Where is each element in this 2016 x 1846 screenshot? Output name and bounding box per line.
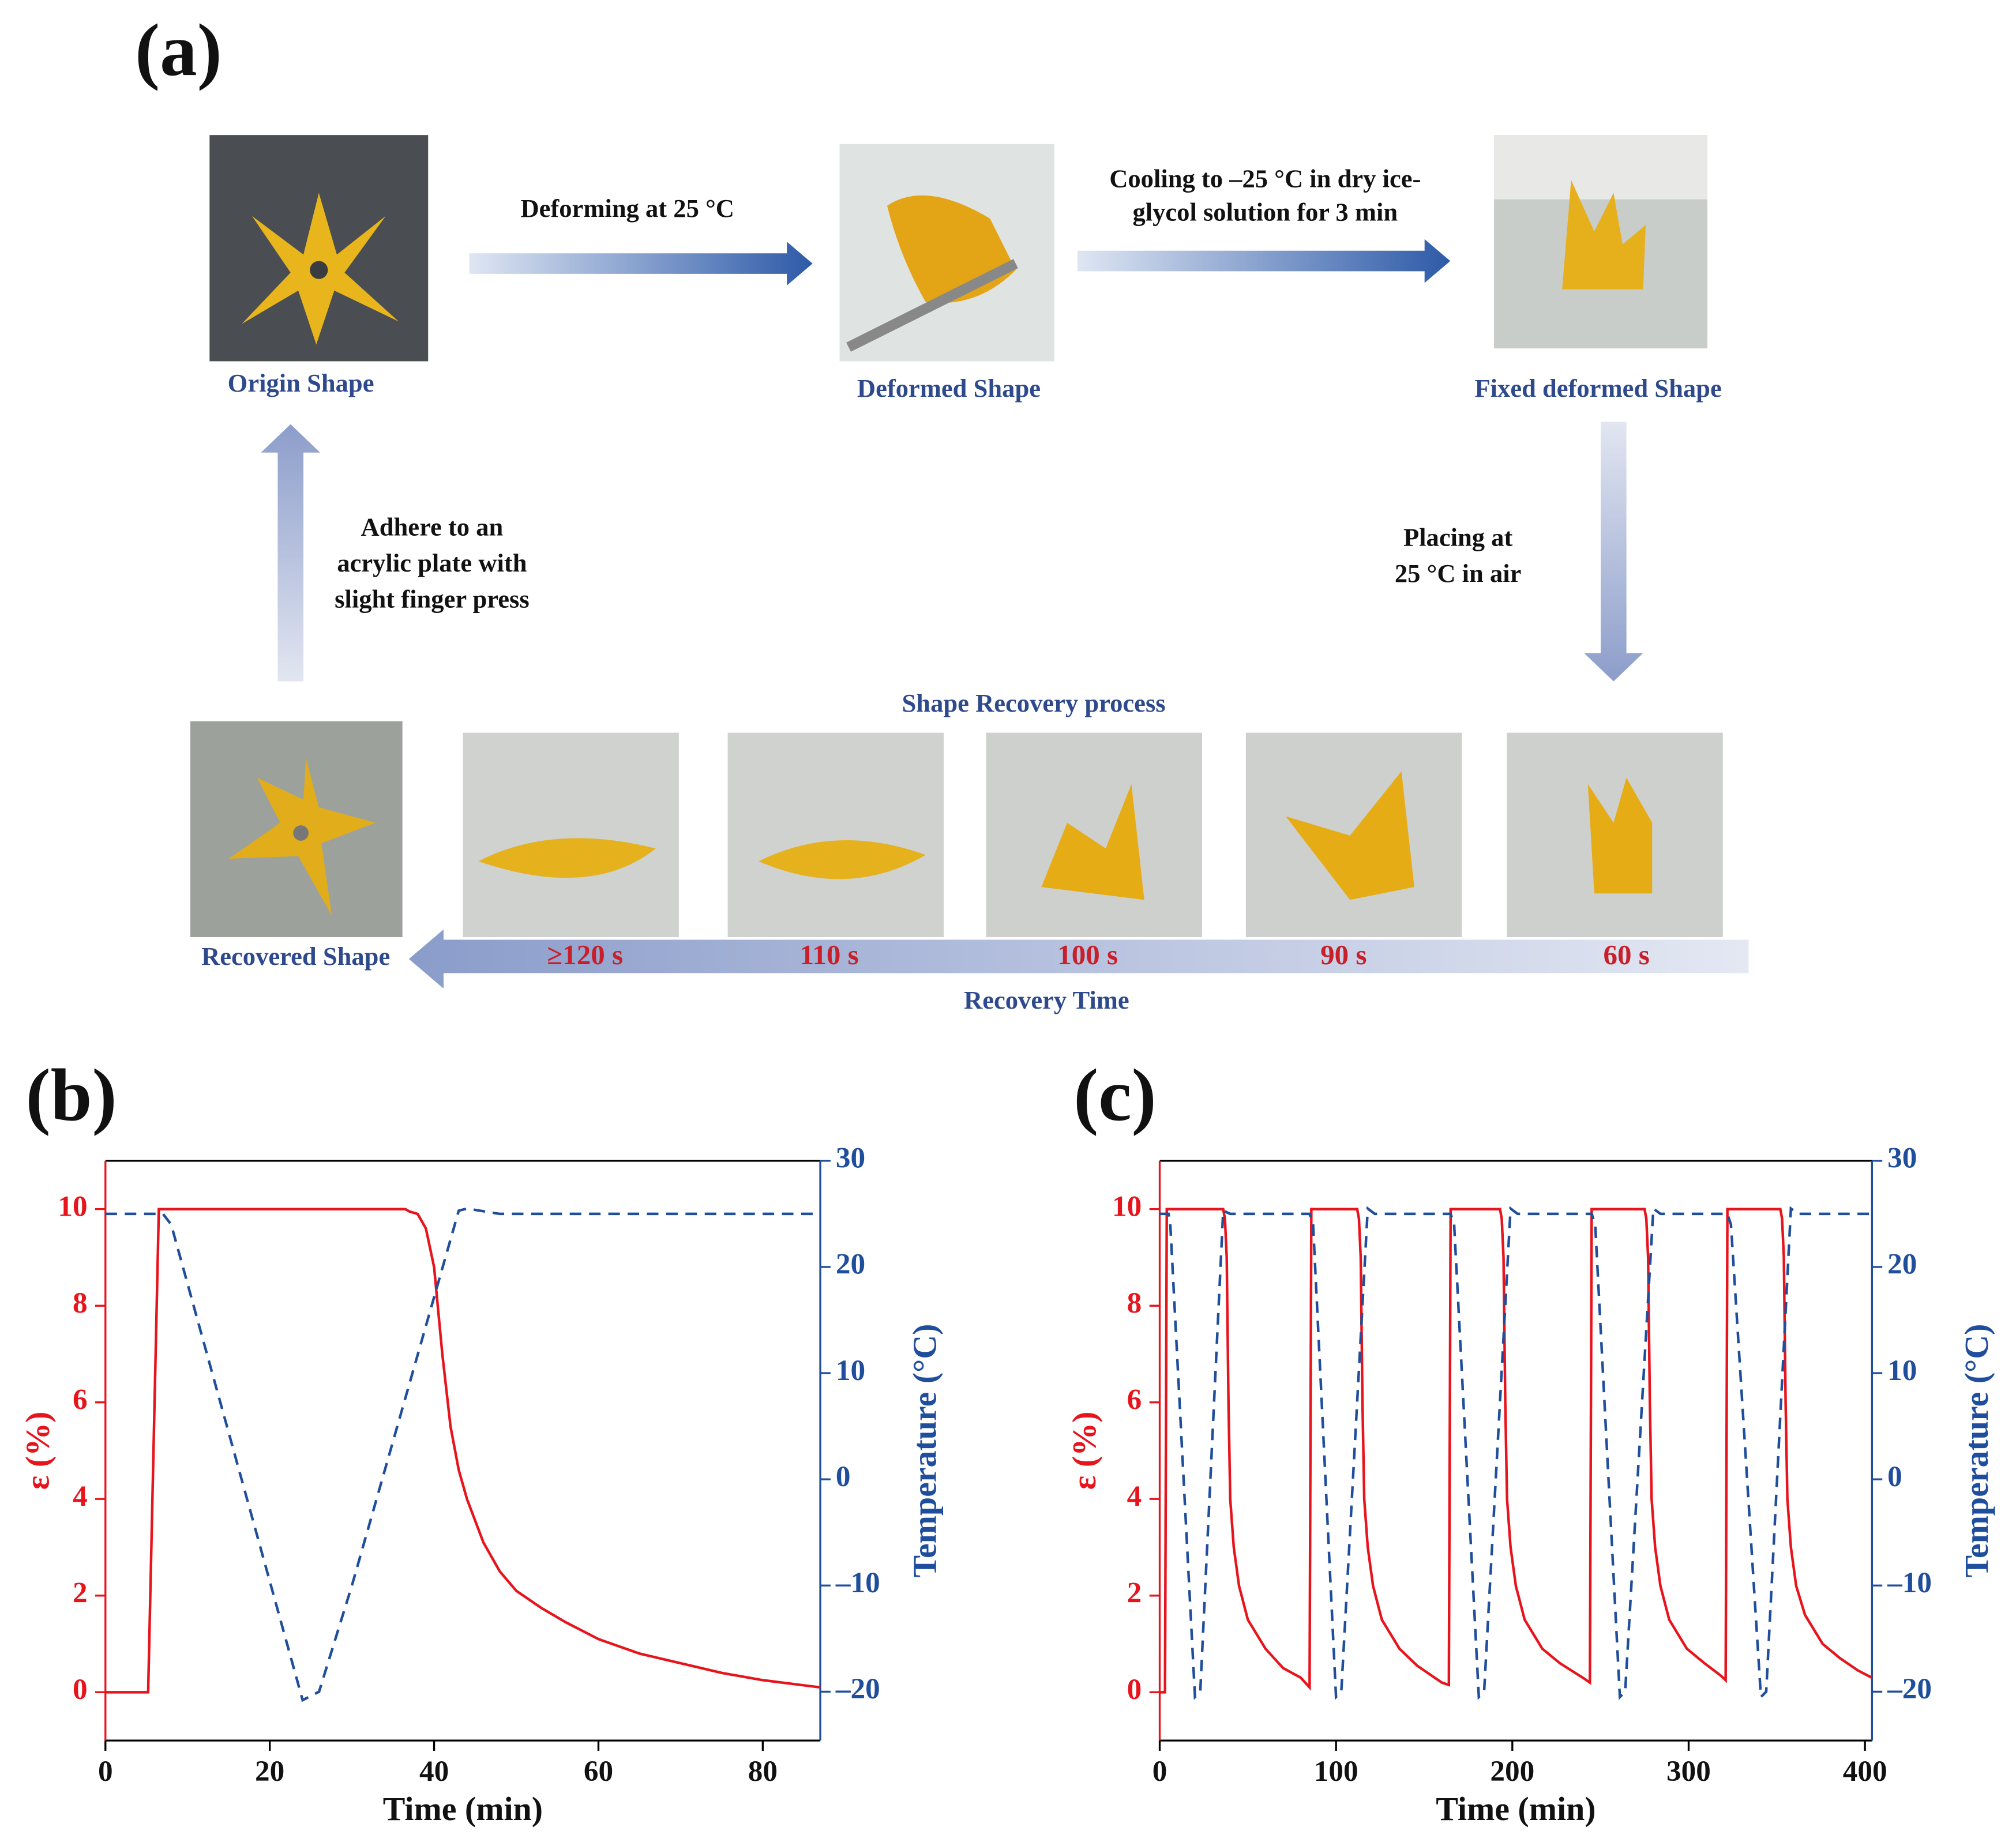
series-line (105, 1207, 821, 1702)
y2-axis-label: Temperature (°C) (1958, 1324, 1995, 1578)
x-tick-label: 40 (419, 1755, 449, 1788)
y2-tick-label: –20 (835, 1672, 880, 1705)
x-axis-label: Time (min) (383, 1790, 543, 1828)
y2-tick-label: –10 (835, 1566, 880, 1599)
photo (986, 732, 1203, 938)
photo (1494, 135, 1708, 349)
y2-tick-label: 30 (1887, 1142, 1917, 1175)
x-tick-label: 400 (1843, 1755, 1887, 1788)
x-tick-label: 0 (1152, 1755, 1167, 1788)
time-axis-label: Recovery Time (964, 986, 1129, 1014)
y-tick-label: 2 (1127, 1577, 1142, 1610)
arrow (1077, 239, 1451, 283)
time-label: 60 s (1603, 939, 1649, 971)
photo (1245, 732, 1462, 938)
time-label: 90 s (1320, 939, 1366, 971)
panel-label: (c) (1073, 1054, 1156, 1136)
step-text: Cooling to –25 °C in dry ice- (1109, 164, 1421, 193)
panel-a: (a) Origin Shape Deformed Shape Fixed de… (135, 9, 1749, 1014)
step-text: slight finger press (335, 584, 530, 613)
step-text: Placing at (1403, 523, 1513, 552)
shape-label: Fixed deformed Shape (1474, 374, 1721, 403)
x-tick-label: 300 (1666, 1755, 1711, 1788)
y2-tick-label: 30 (836, 1142, 865, 1175)
shape-label: Deformed Shape (857, 374, 1041, 403)
x-tick-label: 100 (1314, 1755, 1358, 1788)
y2-tick-label: 0 (1887, 1460, 1902, 1493)
y2-tick-label: 20 (836, 1248, 865, 1281)
x-tick-label: 200 (1490, 1755, 1534, 1788)
photo (839, 144, 1054, 362)
panel-label: (b) (26, 1054, 117, 1136)
photo (190, 721, 403, 938)
y2-tick-label: 20 (1887, 1248, 1917, 1281)
y-tick-label: 0 (1127, 1673, 1142, 1706)
arrow (261, 424, 321, 682)
y-axis-label: ε (%) (19, 1412, 57, 1490)
series-line (1159, 1208, 1873, 1694)
step-text: Deforming at 25 °C (520, 194, 734, 223)
step-text: glycol solution for 3 min (1132, 198, 1398, 227)
photo (209, 135, 429, 362)
series-line (1159, 1206, 1872, 1700)
step-text: acrylic plate with (337, 548, 527, 577)
y-tick-label: 6 (73, 1383, 88, 1416)
x-tick-label: 20 (255, 1755, 284, 1788)
x-tick-label: 60 (584, 1755, 613, 1788)
y-tick-label: 4 (1127, 1480, 1142, 1513)
time-label: 110 s (800, 939, 859, 971)
photo (463, 732, 679, 938)
process-title: Shape Recovery process (902, 689, 1166, 717)
photo (727, 732, 944, 938)
time-label: ≥120 s (547, 939, 623, 971)
y-tick-label: 0 (73, 1673, 88, 1706)
step-text: Adhere to an (361, 513, 504, 542)
y-axis-label: ε (%) (1065, 1412, 1103, 1490)
shape-label: Origin Shape (228, 369, 374, 397)
time-label: 100 s (1057, 939, 1118, 971)
shape-label: Recovered Shape (201, 942, 390, 971)
y-tick-label: 2 (73, 1577, 88, 1610)
x-tick-label: 0 (98, 1755, 113, 1788)
step-text: 25 °C in air (1395, 559, 1522, 588)
y2-tick-label: 10 (836, 1354, 865, 1387)
y-tick-label: 8 (1127, 1287, 1142, 1319)
y2-tick-label: –10 (1887, 1566, 1932, 1599)
series-line (105, 1208, 821, 1694)
panel-label: (a) (135, 9, 222, 91)
y-tick-label: 8 (73, 1287, 88, 1319)
x-axis-label: Time (min) (1436, 1790, 1595, 1828)
y2-tick-label: 10 (1887, 1354, 1917, 1387)
y-tick-label: 10 (58, 1190, 87, 1223)
y2-tick-label: –20 (1887, 1672, 1932, 1705)
arrow (408, 929, 1749, 989)
arrow (469, 242, 813, 285)
photo (1507, 732, 1723, 938)
y-tick-label: 6 (1127, 1383, 1142, 1416)
arrow (1584, 422, 1643, 682)
y-tick-label: 10 (1112, 1190, 1142, 1223)
x-tick-label: 80 (748, 1755, 778, 1788)
y-tick-label: 4 (73, 1480, 88, 1513)
y2-axis-label: Temperature (°C) (906, 1324, 944, 1578)
y2-tick-label: 0 (836, 1460, 851, 1493)
